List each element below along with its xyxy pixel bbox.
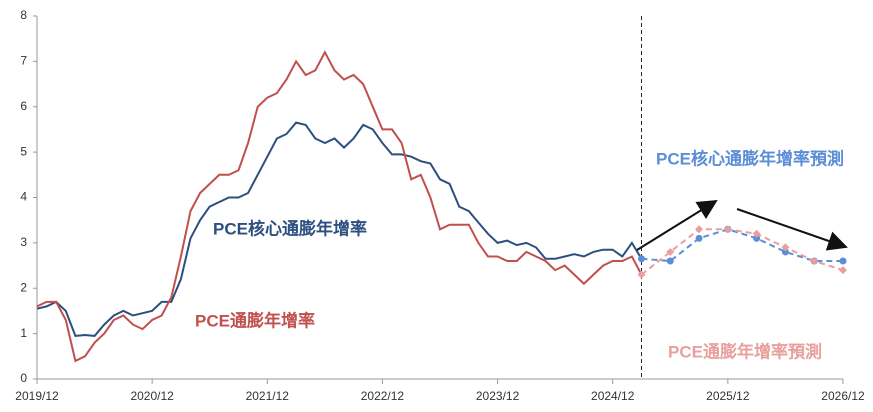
- y-tick-label: 8: [20, 8, 27, 22]
- x-tick-label: 2025/12: [706, 389, 750, 403]
- point: [839, 266, 847, 275]
- series-label: PCE通膨年增率預測: [668, 341, 822, 361]
- point: [752, 229, 761, 238]
- series-label: PCE通膨年增率: [195, 310, 315, 330]
- y-tick-label: 2: [20, 280, 27, 294]
- series-line: [641, 228, 843, 263]
- y-tick-label: 0: [20, 371, 27, 385]
- point: [723, 225, 732, 234]
- point: [666, 257, 674, 265]
- point: [695, 234, 703, 242]
- arrow: [736, 208, 848, 251]
- x-tick-label: 2022/12: [361, 389, 405, 403]
- point: [839, 257, 847, 265]
- y-tick-label: 7: [20, 54, 27, 68]
- point: [695, 225, 704, 234]
- x-tick-label: 2020/12: [130, 389, 174, 403]
- point: [781, 248, 789, 256]
- point: [810, 257, 819, 266]
- point: [753, 234, 761, 242]
- point: [638, 255, 645, 263]
- series-line: [36, 50, 643, 363]
- arrow: [636, 199, 718, 251]
- series-line: [640, 228, 844, 276]
- y-tick-label: 4: [20, 190, 27, 204]
- y-tick-label: 5: [20, 144, 27, 158]
- y-tick-label: 1: [20, 326, 27, 340]
- series-label: PCE核心通膨年增率預測: [656, 148, 844, 168]
- x-tick-label: 2021/12: [246, 389, 290, 403]
- y-tick-label: 6: [20, 99, 27, 113]
- x-tick-label: 2019/12: [15, 389, 59, 403]
- y-tick-label: 3: [20, 235, 27, 249]
- point: [781, 243, 790, 252]
- x-tick-label: 2023/12: [476, 389, 520, 403]
- point: [637, 270, 646, 279]
- series-line: [36, 121, 643, 337]
- x-tick-label: 2026/12: [821, 389, 865, 403]
- point: [666, 247, 675, 256]
- series-label: PCE核心通膨年增率: [213, 218, 367, 238]
- x-tick-label: 2024/12: [591, 389, 635, 403]
